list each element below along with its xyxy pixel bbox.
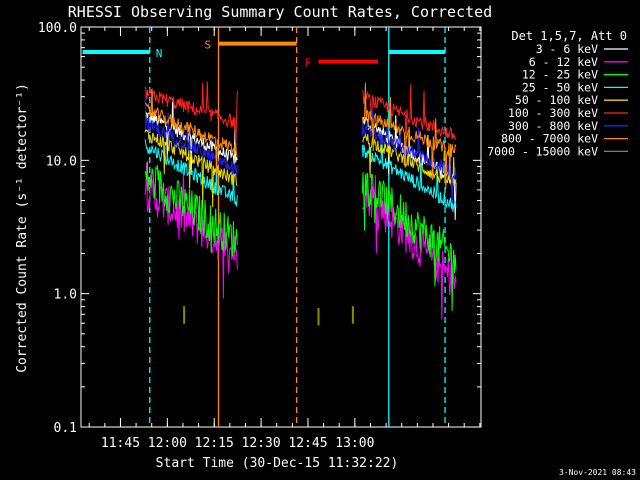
x-tick-label: 11:45 bbox=[101, 436, 140, 451]
flag-bars: N S F bbox=[82, 39, 446, 70]
legend-title: Det 1,5,7, Att 0 bbox=[511, 29, 627, 43]
x-tick-label: 12:45 bbox=[288, 436, 327, 451]
x-tick-label: 12:00 bbox=[148, 436, 187, 451]
x-ticks: 11:45 12:00 12:15 12:30 12:45 13:00 bbox=[88, 27, 481, 451]
legend-label: 7000 - 15000 keV bbox=[487, 144, 598, 158]
y-ticks: 0.1 1.0 10.0 100.0 bbox=[38, 21, 481, 436]
generation-timestamp: 3-Nov-2021 08:43 bbox=[559, 468, 636, 477]
y-tick-label: 0.1 bbox=[54, 421, 77, 436]
x-tick-label: 12:15 bbox=[195, 436, 234, 451]
plot-area: N S F 0.1 1.0 10.0 100.0 11:45 12:00 12:15 12:30… bbox=[38, 21, 482, 451]
series-line bbox=[144, 134, 457, 212]
flag-label: S bbox=[205, 39, 212, 52]
series-line bbox=[144, 94, 457, 203]
legend-label: 300 - 800 keV bbox=[508, 119, 598, 133]
series-line bbox=[144, 162, 457, 320]
flag-label: F bbox=[305, 57, 312, 70]
legend-label: 800 - 7000 keV bbox=[501, 132, 598, 146]
y-tick-label: 1.0 bbox=[54, 288, 77, 303]
legend-label: 100 - 300 keV bbox=[508, 106, 598, 120]
x-axis-label: Start Time (30-Dec-15 11:32:22) bbox=[156, 456, 399, 471]
series-lines bbox=[144, 81, 457, 326]
y-tick-label: 10.0 bbox=[46, 154, 77, 169]
series-line bbox=[144, 81, 457, 151]
legend-label: 25 - 50 keV bbox=[522, 80, 598, 94]
series-line bbox=[144, 161, 457, 312]
legend-label: 50 - 100 keV bbox=[515, 93, 598, 107]
x-tick-label: 12:30 bbox=[242, 436, 281, 451]
chart-title: RHESSI Observing Summary Count Rates, Co… bbox=[68, 3, 492, 21]
flag-label: N bbox=[156, 47, 163, 60]
y-tick-label: 100.0 bbox=[38, 21, 77, 36]
x-tick-label: 13:00 bbox=[335, 436, 374, 451]
series-line bbox=[144, 126, 457, 208]
legend-label: 3 - 6 keV bbox=[536, 42, 598, 56]
legend-label: 6 - 12 keV bbox=[529, 55, 598, 69]
y-axis-label: Corrected Count Rate (s⁻¹ detector⁻¹) bbox=[15, 83, 30, 373]
series-line bbox=[144, 82, 457, 190]
legend-label: 12 - 25 keV bbox=[522, 68, 598, 82]
